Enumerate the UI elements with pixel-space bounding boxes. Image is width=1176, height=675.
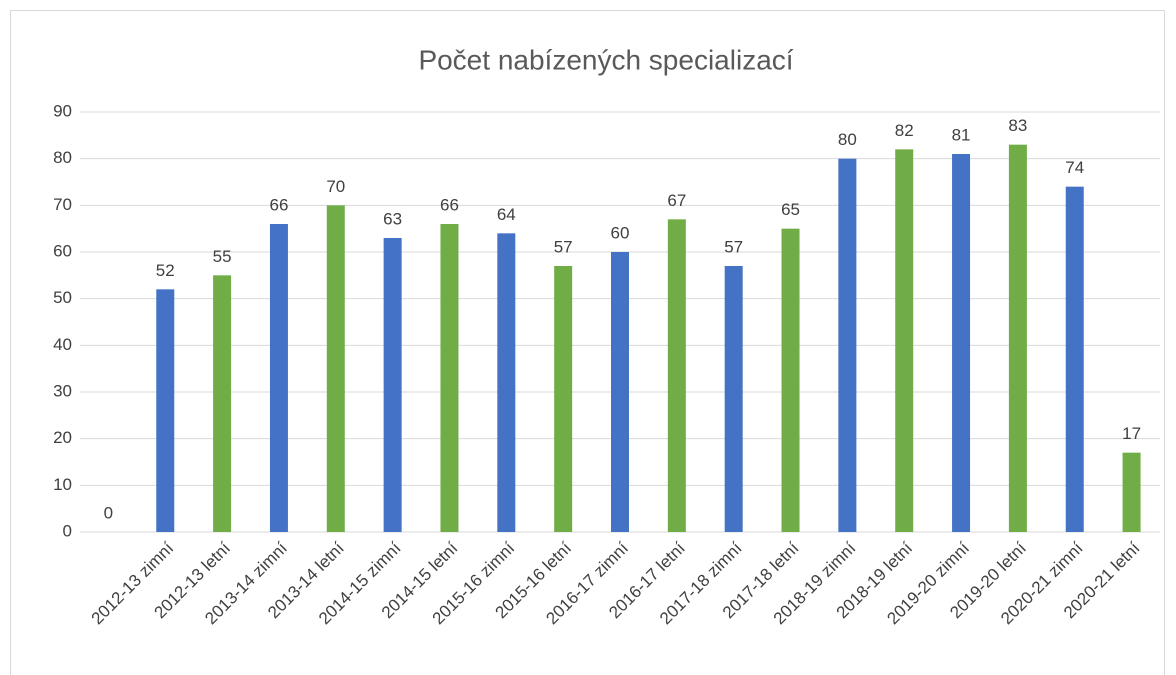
data-label: 80 bbox=[838, 130, 857, 149]
data-label: 66 bbox=[440, 195, 459, 214]
bar bbox=[326, 205, 345, 533]
y-tick-label: 70 bbox=[53, 195, 72, 214]
y-tick-label: 80 bbox=[53, 148, 72, 167]
y-tick-label: 90 bbox=[53, 101, 72, 120]
y-tick-label: 50 bbox=[53, 288, 72, 307]
y-tick-label: 20 bbox=[53, 428, 72, 447]
bar bbox=[838, 158, 857, 532]
data-label: 65 bbox=[781, 200, 800, 219]
data-label: 74 bbox=[1065, 158, 1084, 177]
data-label: 17 bbox=[1122, 424, 1141, 443]
y-tick-label: 60 bbox=[53, 241, 72, 260]
y-tick-label: 0 bbox=[63, 521, 72, 540]
y-tick-label: 40 bbox=[53, 335, 72, 354]
data-label: 52 bbox=[156, 261, 175, 280]
chart-frame bbox=[10, 10, 1165, 675]
data-label: 60 bbox=[611, 223, 630, 242]
data-label: 64 bbox=[497, 205, 516, 224]
bar bbox=[554, 266, 573, 532]
bar bbox=[611, 252, 629, 532]
data-label: 66 bbox=[269, 195, 288, 214]
data-label: 82 bbox=[895, 121, 914, 140]
data-label: 81 bbox=[952, 125, 971, 144]
y-tick-label: 10 bbox=[53, 475, 72, 494]
data-label: 55 bbox=[213, 247, 232, 266]
data-label: 57 bbox=[554, 237, 573, 256]
data-label: 83 bbox=[1008, 116, 1027, 135]
bar bbox=[213, 275, 232, 532]
chart-title: Počet nabízených specializací bbox=[418, 44, 793, 75]
bar bbox=[667, 219, 686, 533]
bar bbox=[1122, 452, 1141, 532]
bar bbox=[497, 233, 516, 533]
y-tick-label: 30 bbox=[53, 381, 72, 400]
data-label: 0 bbox=[104, 503, 113, 522]
bar bbox=[895, 149, 914, 533]
bar bbox=[724, 266, 743, 532]
bar bbox=[440, 224, 459, 532]
bar bbox=[1065, 186, 1084, 532]
bar bbox=[1008, 144, 1027, 532]
bar bbox=[269, 224, 288, 532]
bar bbox=[781, 228, 800, 532]
bar bbox=[952, 154, 971, 532]
bar bbox=[156, 289, 175, 532]
data-label: 70 bbox=[326, 177, 345, 196]
data-label: 67 bbox=[667, 191, 686, 210]
data-label: 63 bbox=[383, 209, 402, 228]
data-label: 57 bbox=[724, 237, 743, 256]
bar bbox=[383, 238, 402, 532]
